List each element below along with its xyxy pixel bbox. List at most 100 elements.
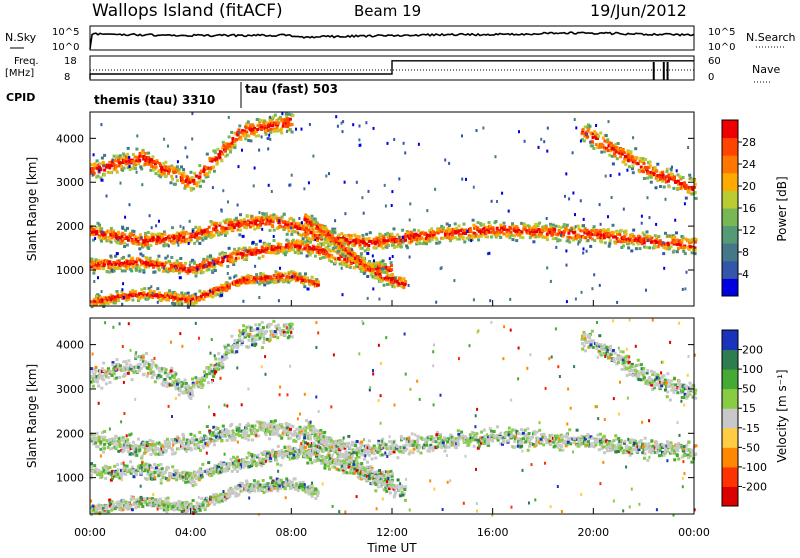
power-cell xyxy=(545,227,548,230)
power-noise-cell xyxy=(684,287,686,290)
power-cell xyxy=(130,233,133,236)
power-cell xyxy=(657,235,660,238)
power-cell xyxy=(566,224,569,227)
power-cell xyxy=(210,220,213,223)
power-noise-cell xyxy=(574,213,576,216)
power-cell xyxy=(618,233,621,236)
power-cell xyxy=(206,173,209,176)
power-cell xyxy=(592,136,595,139)
power-cell xyxy=(302,237,305,240)
power-cell xyxy=(184,262,187,265)
velocity-cell xyxy=(277,445,280,448)
power-noise-cell xyxy=(518,130,520,133)
power-noise-cell xyxy=(482,127,484,130)
power-cell xyxy=(682,176,685,179)
power-noise-cell xyxy=(565,172,567,175)
power-cell xyxy=(377,237,380,240)
velocity-cell xyxy=(153,463,156,466)
power-noise-cell xyxy=(254,265,256,268)
power-noise-cell xyxy=(121,288,123,291)
power-cell xyxy=(217,257,220,260)
power-noise-cell xyxy=(241,149,243,152)
velocity-cell xyxy=(344,467,347,470)
power-cell xyxy=(673,236,676,239)
power-cell xyxy=(361,234,364,237)
power-noise-cell xyxy=(495,155,497,158)
velocity-cell xyxy=(99,441,102,444)
power-cell xyxy=(151,155,154,158)
power-cell xyxy=(271,124,274,127)
power-cell xyxy=(235,138,238,141)
power-noise-cell xyxy=(212,259,214,262)
velocity-cell xyxy=(115,436,118,439)
power-cell xyxy=(605,134,608,137)
power-cell xyxy=(374,265,377,268)
station-title: Wallops Island (fitACF) xyxy=(92,1,283,21)
power-noise-cell xyxy=(368,190,370,193)
power-cell xyxy=(251,123,254,126)
power-noise-cell xyxy=(228,116,230,119)
power-cell xyxy=(91,163,94,166)
velocity-cell xyxy=(274,455,277,458)
power-cell xyxy=(403,283,406,286)
power-cell xyxy=(285,251,288,254)
power-cell xyxy=(384,271,387,274)
power-cell xyxy=(559,239,562,242)
power-cell xyxy=(242,235,245,238)
power-cell xyxy=(593,225,596,228)
power-cell xyxy=(103,169,106,172)
power-noise-cell xyxy=(581,291,583,294)
power-cell xyxy=(190,238,193,241)
power-cell xyxy=(139,165,142,168)
power-noise-cell xyxy=(402,236,404,239)
power-cell xyxy=(319,257,322,260)
velocity-cell xyxy=(279,464,282,467)
power-noise-cell xyxy=(351,248,353,251)
velocity-cell xyxy=(313,459,316,462)
power-noise-cell xyxy=(268,184,270,187)
power-cell xyxy=(646,177,649,180)
velocity-cell xyxy=(316,459,319,462)
power-cell xyxy=(307,288,310,291)
power-cell xyxy=(100,227,103,230)
power-cell xyxy=(235,217,238,220)
power-noise-cell xyxy=(571,227,573,230)
velocity-cell xyxy=(306,462,309,465)
power-cell xyxy=(314,219,317,222)
power-cell xyxy=(198,175,201,178)
power-cell xyxy=(114,255,117,258)
power-noise-cell xyxy=(129,203,131,206)
power-cell xyxy=(213,149,216,152)
power-noise-cell xyxy=(212,186,214,189)
power-noise-cell xyxy=(103,164,105,167)
power-cell xyxy=(676,250,679,253)
power-cell xyxy=(211,295,214,298)
power-cell xyxy=(258,226,261,229)
power-noise-cell xyxy=(564,195,566,198)
power-cell xyxy=(287,240,290,243)
power-noise-cell xyxy=(345,255,347,258)
power-noise-cell xyxy=(476,129,478,132)
power-cell xyxy=(401,229,404,232)
power-cell xyxy=(511,222,514,225)
power-noise-cell xyxy=(328,172,330,175)
power-noise-cell xyxy=(290,226,292,229)
power-cell xyxy=(332,247,335,250)
power-cell xyxy=(509,227,512,230)
power-noise-cell xyxy=(281,112,283,115)
velocity-cell xyxy=(107,469,110,472)
power-cell xyxy=(259,119,262,122)
power-cell xyxy=(114,301,117,304)
power-cell xyxy=(678,175,681,178)
power-noise-cell xyxy=(611,196,613,199)
power-cell xyxy=(134,167,137,170)
power-cell xyxy=(322,233,325,236)
power-cell xyxy=(202,298,205,301)
power-cell xyxy=(600,240,603,243)
power-cell xyxy=(304,272,307,275)
power-cell xyxy=(245,254,248,257)
power-cell xyxy=(193,242,196,245)
power-cell xyxy=(449,239,452,242)
power-cell xyxy=(361,247,364,250)
power-cell xyxy=(454,222,457,225)
